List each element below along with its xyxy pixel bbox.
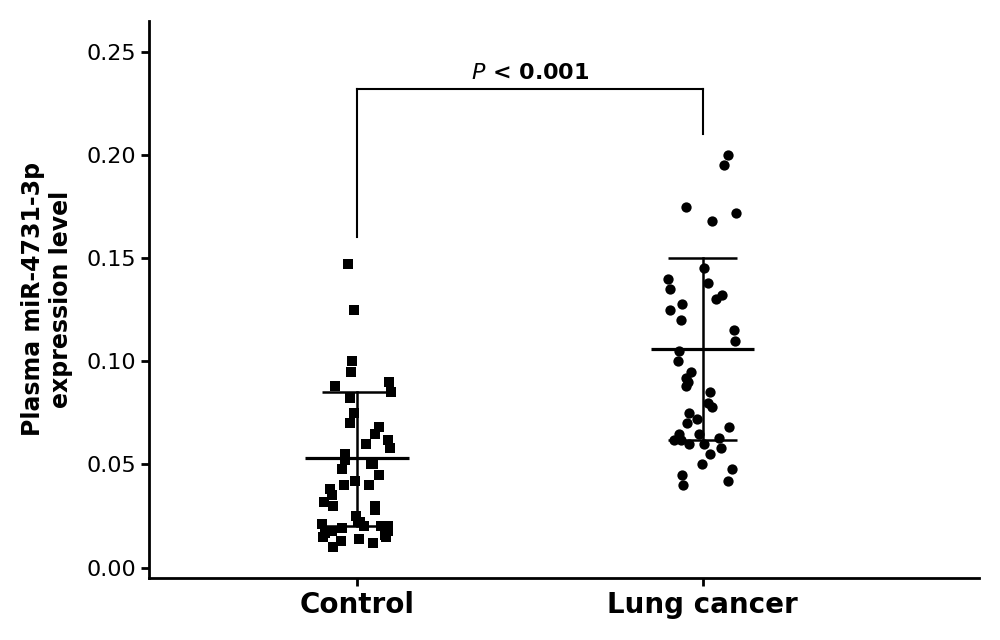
Point: [674, 298, 690, 308]
Point: [678, 202, 694, 212]
Point: [342, 418, 358, 428]
Point: [700, 397, 716, 408]
Point: [704, 401, 720, 412]
Point: [716, 160, 732, 170]
Point: [675, 480, 691, 490]
Point: [681, 408, 697, 418]
Point: [671, 428, 687, 438]
Point: [720, 476, 736, 486]
Point: [358, 439, 374, 449]
Point: [702, 387, 718, 397]
Point: [325, 542, 341, 552]
Point: [691, 428, 707, 438]
Point: [371, 422, 387, 433]
Point: [315, 532, 331, 542]
Point: [324, 525, 340, 536]
Point: [713, 443, 729, 453]
Point: [337, 449, 353, 460]
Point: [704, 216, 720, 226]
Point: [340, 259, 356, 269]
Point: [381, 377, 397, 387]
Point: [678, 381, 694, 391]
Point: [356, 521, 372, 531]
Point: [324, 490, 340, 500]
Point: [334, 524, 350, 534]
Point: [327, 381, 343, 391]
Point: [671, 346, 687, 356]
Point: [673, 435, 689, 445]
Point: [378, 532, 394, 542]
Point: [679, 418, 695, 428]
Point: [721, 422, 737, 433]
Point: [336, 480, 352, 490]
Point: [325, 500, 341, 511]
Point: [351, 534, 367, 544]
Point: [314, 519, 330, 529]
Point: [344, 356, 360, 367]
Point: [689, 414, 705, 424]
Point: [724, 463, 740, 474]
Point: [696, 263, 712, 273]
Point: [726, 325, 742, 335]
Point: [673, 315, 689, 325]
Point: [670, 356, 686, 367]
Point: [380, 525, 396, 536]
Point: [678, 372, 694, 383]
Point: [365, 460, 381, 470]
Point: [660, 274, 676, 284]
Point: [365, 538, 381, 548]
Point: [337, 455, 353, 465]
Point: [363, 460, 379, 470]
Point: [727, 335, 743, 346]
Point: [367, 500, 383, 511]
Point: [683, 367, 699, 377]
Point: [380, 435, 396, 445]
Point: [377, 529, 393, 540]
Point: [333, 536, 349, 546]
Point: [680, 377, 696, 387]
Point: [383, 387, 399, 397]
Point: [322, 484, 338, 494]
Point: [662, 305, 678, 315]
Point: [346, 408, 362, 418]
Point: [347, 476, 363, 486]
Point: [711, 433, 727, 443]
Point: [361, 480, 377, 490]
Point: [728, 207, 744, 218]
Point: [334, 463, 350, 474]
Point: [714, 290, 730, 300]
Point: [382, 443, 398, 453]
Point: [720, 150, 736, 160]
Point: [371, 470, 387, 480]
Point: [373, 521, 389, 531]
Point: [343, 367, 359, 377]
Point: [694, 460, 710, 470]
Point: [674, 470, 690, 480]
Point: [702, 449, 718, 460]
Point: [696, 439, 712, 449]
Point: [666, 435, 682, 445]
Point: [708, 294, 724, 305]
Point: [342, 394, 358, 404]
Point: [662, 284, 678, 294]
Point: [352, 517, 368, 527]
Point: [367, 505, 383, 515]
Point: [348, 511, 364, 521]
Point: [316, 497, 332, 507]
Point: [367, 428, 383, 438]
Point: [380, 521, 396, 531]
Point: [350, 517, 366, 527]
Point: [681, 439, 697, 449]
Point: [346, 305, 362, 315]
Point: [700, 278, 716, 288]
Text: $\mathit{P}$ < 0.001: $\mathit{P}$ < 0.001: [471, 63, 589, 83]
Point: [317, 527, 333, 538]
Y-axis label: Plasma miR-4731-3p
expression level: Plasma miR-4731-3p expression level: [21, 163, 73, 436]
